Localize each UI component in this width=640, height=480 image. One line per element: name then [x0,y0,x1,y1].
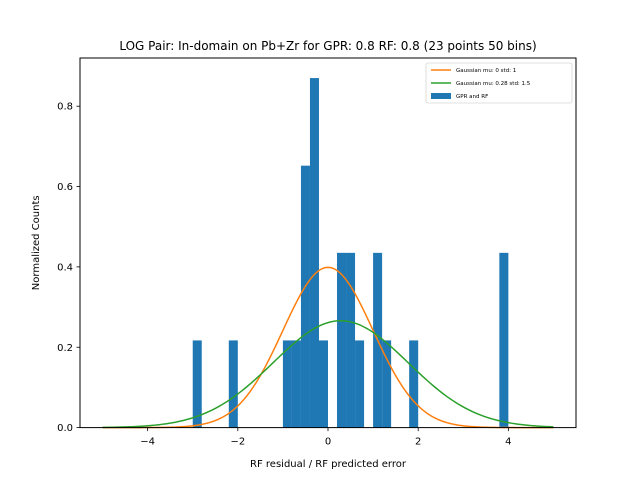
histogram-bar [346,252,356,428]
histogram-bar [499,252,509,428]
gaussian-curves [102,266,554,429]
chart-title: LOG Pair: In-domain on Pb+Zr for GPR: 0.… [119,39,536,53]
histogram-bar [309,78,319,428]
x-tick-label: 4 [505,437,511,448]
histogram-bar [228,340,238,428]
legend-label: GPR and RF [456,94,488,100]
histogram-bar [318,340,328,428]
y-axis-label: Normalized Counts [31,195,42,290]
x-axis-ticks: −4 −2 0 2 4 [140,427,512,448]
y-tick-label: 0.8 [57,102,73,113]
histogram-bar [192,340,202,428]
legend-box [425,62,573,104]
y-tick-label: 0.6 [57,182,73,193]
x-tick-label: −2 [230,437,245,448]
histogram-bar [291,340,301,428]
histogram-bar [300,165,310,428]
x-tick-label: −4 [140,437,155,448]
x-tick-label: 0 [325,437,331,448]
y-tick-label: 0.0 [57,423,73,434]
y-axis-ticks: 0.0 0.2 0.4 0.6 0.8 [57,102,80,434]
gaussian-curve-line [102,320,554,429]
histogram-bar [282,340,292,428]
legend-patch-swatch [431,93,451,99]
histogram-bar [409,340,419,428]
legend-label: Gaussian mu: 0 std: 1 [456,68,516,74]
x-axis-label: RF residual / RF predicted error [250,459,407,470]
histogram-bar [337,252,347,428]
legend-label: Gaussian mu: 0.28 std: 1.5 [456,81,531,87]
legend: Gaussian mu: 0 std: 1 Gaussian mu: 0.28 s… [425,62,573,104]
gaussian-curve-line [102,266,554,429]
histogram-bars [192,78,509,428]
y-tick-label: 0.4 [57,262,73,273]
x-tick-label: 2 [415,437,421,448]
histogram-bar [382,340,392,428]
histogram-bar [355,340,365,428]
y-tick-label: 0.2 [57,343,73,354]
